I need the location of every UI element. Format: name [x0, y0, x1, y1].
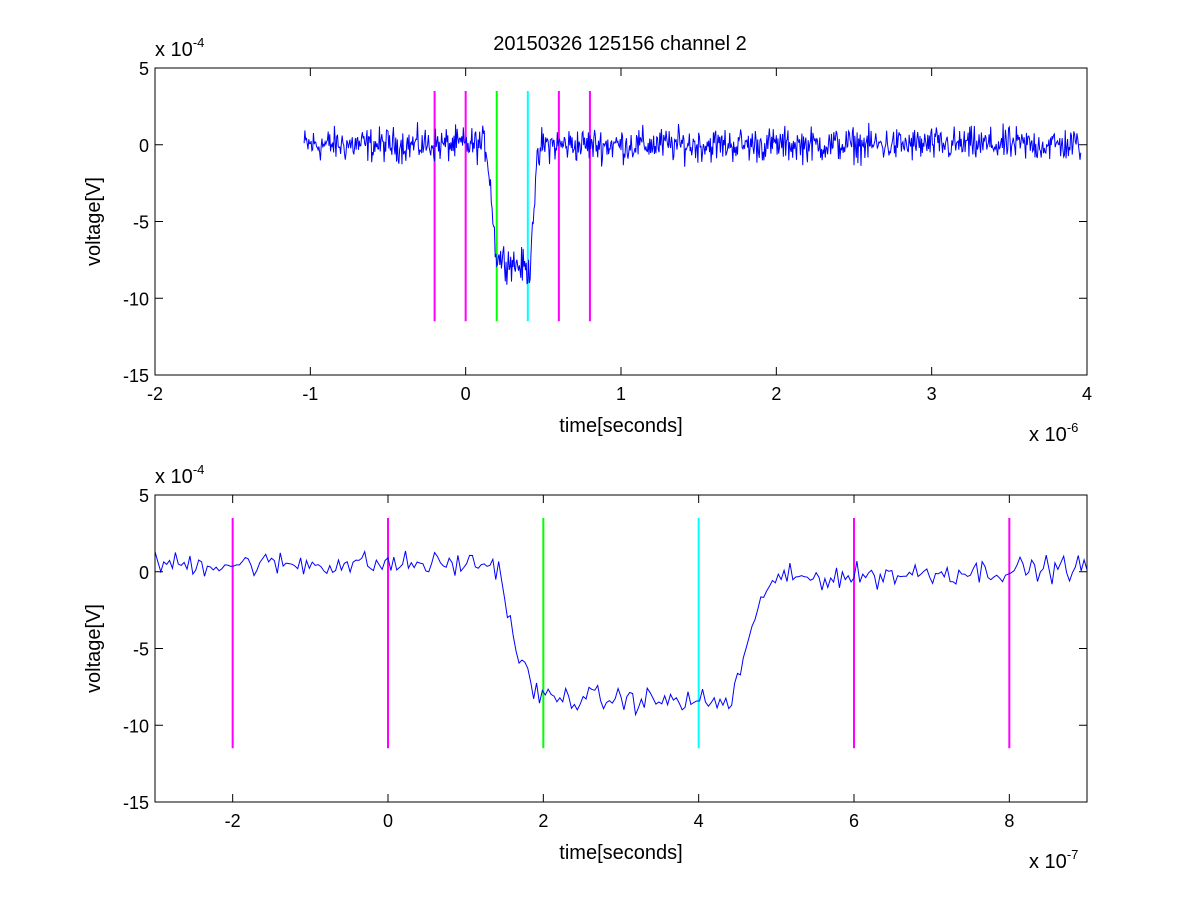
bottom-x-exponent: x 10-7	[1029, 847, 1078, 873]
bottom-y-tick-label: -5	[133, 640, 149, 660]
bottom-y-exponent: x 10-4	[155, 462, 204, 488]
bottom-y-tick-label: 5	[139, 486, 149, 506]
bottom-x-exponent-power: -7	[1067, 847, 1079, 862]
top-y-exponent-base: x 10	[155, 39, 193, 61]
top-x-exponent: x 10-6	[1029, 420, 1078, 446]
bottom-y-exponent-power: -4	[193, 462, 205, 477]
top-x-tick-label: 4	[1082, 384, 1092, 404]
bottom-y-ticks: -15 -10 -5 0 5	[123, 486, 1087, 813]
top-x-tick-label: -2	[147, 384, 163, 404]
bottom-axes-frame	[154, 494, 1088, 803]
top-y-tick-label: -10	[123, 289, 149, 309]
top-x-tick-label: 2	[771, 384, 781, 404]
top-marker-lines	[433, 91, 591, 322]
top-x-ticks: -2 -1 0 1 2 3 4	[147, 68, 1092, 404]
bottom-x-tick-label: 4	[694, 811, 704, 831]
top-y-tick-label: -5	[133, 213, 149, 233]
top-x-tick-label: 0	[461, 384, 471, 404]
top-x-tick-label: 3	[927, 384, 937, 404]
top-y-exponent: x 10-4	[155, 35, 204, 61]
top-subplot: -2 -1 0 1 2 3 4 -15-10-505 time[seconds] volta…	[83, 35, 1092, 446]
top-x-exponent-power: -6	[1067, 420, 1079, 435]
top-axes-frame	[154, 67, 1088, 376]
top-x-exponent-base: x 10	[1029, 424, 1067, 446]
bottom-x-tick-label: 8	[1004, 811, 1014, 831]
top-y-tick-label: -15	[123, 366, 149, 386]
top-y-tick-label: 5	[139, 59, 149, 79]
top-signal-trace	[303, 122, 1082, 285]
top-y-tick-label: 0	[139, 136, 149, 156]
bottom-x-tick-label: 6	[849, 811, 859, 831]
top-x-tick-label: 1	[616, 384, 626, 404]
bottom-y-tick-label: 0	[139, 563, 149, 583]
bottom-x-ticks: -2 0 2 4 6 8	[225, 495, 1014, 831]
bottom-y-tick-label: -15	[123, 793, 149, 813]
top-y-ticks: -15 -10 -5 0 5	[123, 59, 1087, 386]
bottom-y-exponent-base: x 10	[155, 466, 193, 488]
chart-title: 20150326 125156 channel 2	[493, 33, 747, 55]
bottom-signal-trace	[154, 550, 1088, 717]
bottom-x-tick-label: -2	[225, 811, 241, 831]
bottom-x-axis-label: time[seconds]	[559, 842, 682, 864]
bottom-x-exponent-base: x 10	[1029, 851, 1067, 873]
bottom-y-axis-label: voltage[V]	[83, 604, 105, 693]
top-x-axis-label: time[seconds]	[559, 415, 682, 437]
top-y-axis-label: voltage[V]	[83, 177, 105, 266]
bottom-subplot: -2 0 2 4 6 8 -15 -10 -5 0 5 time[seconds] voltage…	[83, 462, 1088, 873]
bottom-x-tick-label: 2	[538, 811, 548, 831]
bottom-y-tick-label: -10	[123, 716, 149, 736]
bottom-marker-lines	[231, 518, 1011, 749]
bottom-x-tick-label: 0	[383, 811, 393, 831]
top-y-exponent-power: -4	[193, 35, 205, 50]
top-x-tick-label: -1	[302, 384, 318, 404]
